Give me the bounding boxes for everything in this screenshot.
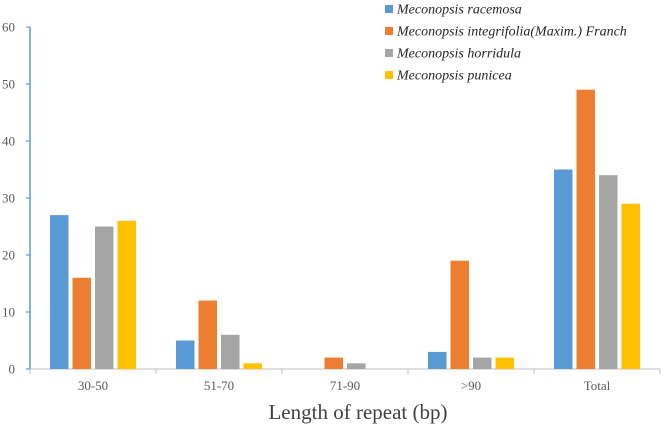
y-tick-label: 10 [2, 305, 15, 320]
bar [198, 300, 217, 369]
y-tick-label: 40 [2, 134, 15, 149]
legend-label: Meconopsis horridula [396, 47, 521, 62]
bar [621, 203, 640, 369]
bar [117, 220, 136, 369]
y-axis: 0 10 20 30 40 50 60 [2, 20, 31, 377]
bar [243, 363, 262, 369]
bar [599, 175, 618, 369]
y-tick-label: 30 [2, 191, 15, 206]
bar [324, 357, 343, 369]
legend-swatch [385, 5, 393, 13]
x-tick-label: >90 [461, 378, 481, 393]
x-axis: 30-50 51-70 71-90 >90 Total [29, 368, 661, 393]
bar [473, 357, 492, 369]
bar [95, 226, 114, 369]
bar [495, 357, 514, 369]
x-tick-label: 30-50 [78, 378, 108, 393]
legend-label: Meconopsis integrifolia(Maxim.) Franch [396, 25, 627, 40]
y-tick-label: 50 [2, 77, 15, 92]
bar [72, 277, 91, 369]
bar [176, 340, 195, 369]
y-tick-label: 60 [2, 20, 15, 35]
bar [50, 215, 69, 369]
legend-swatch [385, 49, 393, 57]
bar [347, 363, 366, 369]
y-tick-label: 20 [2, 248, 15, 263]
legend: Meconopsis racemosa Meconopsis integrifol… [385, 3, 627, 84]
bar [576, 89, 595, 369]
bar [554, 169, 573, 369]
legend-label: Meconopsis punicea [396, 69, 512, 84]
bars [50, 89, 640, 369]
x-tick-label: 51-70 [204, 378, 234, 393]
x-tick-label: Total [584, 378, 611, 393]
x-axis-title: Length of repeat (bp) [268, 400, 447, 424]
x-tick-label: 71-90 [330, 378, 360, 393]
legend-label: Meconopsis racemosa [396, 3, 522, 18]
bar [428, 351, 447, 369]
legend-swatch [385, 71, 393, 79]
bar [221, 334, 240, 369]
bar [450, 260, 469, 369]
legend-swatch [385, 27, 393, 35]
y-tick-label: 0 [9, 362, 16, 377]
